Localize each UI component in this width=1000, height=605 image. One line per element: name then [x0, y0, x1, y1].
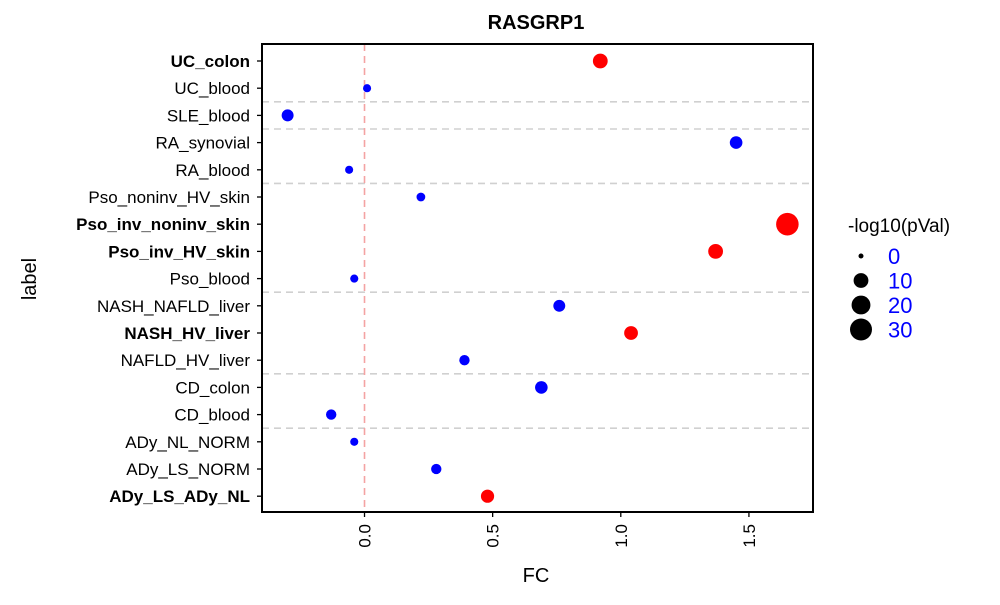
- legend-key-dot: [850, 318, 872, 341]
- y-tick-label: SLE_blood: [167, 106, 250, 125]
- data-point: [431, 463, 442, 475]
- data-point: [363, 84, 372, 93]
- data-point: [350, 437, 359, 446]
- y-tick-label: RA_synovial: [156, 134, 251, 153]
- data-point: [729, 136, 743, 149]
- legend-title: -log10(pVal): [848, 216, 950, 237]
- y-tick-label: RA_blood: [175, 161, 250, 180]
- y-tick-label: NASH_NAFLD_liver: [97, 297, 250, 316]
- y-tick-label: ADy_LS_NORM: [126, 460, 250, 479]
- x-tick-label: 0.0: [356, 524, 375, 548]
- y-tick-label: Pso_noninv_HV_skin: [88, 188, 250, 207]
- data-point: [553, 299, 566, 312]
- legend-key-label: 30: [888, 318, 912, 343]
- data-point: [350, 274, 359, 283]
- x-tick-label: 1.5: [740, 524, 759, 548]
- plot-panel-background: [262, 44, 813, 512]
- y-tick-label: UC_colon: [171, 52, 250, 71]
- y-tick-label: Pso_inv_HV_skin: [108, 242, 250, 261]
- data-point: [281, 109, 294, 122]
- data-point: [416, 192, 426, 202]
- legend-key-label: 0: [888, 244, 900, 269]
- y-tick-label: ADy_NL_NORM: [125, 433, 250, 452]
- x-tick-label: 0.5: [484, 524, 503, 548]
- legend-key-dot: [858, 253, 864, 259]
- y-tick-label: NAFLD_HV_liver: [121, 351, 251, 370]
- x-axis-label: FC: [523, 565, 550, 587]
- y-tick-label: CD_colon: [175, 378, 250, 397]
- y-tick-label: Pso_inv_noninv_skin: [76, 215, 250, 234]
- data-point: [459, 355, 470, 366]
- y-tick-label: UC_blood: [174, 79, 250, 98]
- y-tick-label: ADy_LS_ADy_NL: [109, 487, 250, 506]
- legend-key-dot: [853, 273, 869, 288]
- x-tick-label: 1.0: [612, 524, 631, 548]
- data-point: [592, 53, 608, 69]
- data-point: [708, 243, 724, 259]
- legend-key-dot: [851, 295, 871, 315]
- data-point: [326, 409, 337, 420]
- data-point: [535, 381, 548, 394]
- y-tick-label: NASH_HV_liver: [124, 324, 250, 343]
- data-point: [776, 212, 799, 236]
- y-axis-label: label: [19, 258, 41, 300]
- legend-key-label: 10: [888, 269, 912, 294]
- chart-title: RASGRP1: [488, 12, 585, 34]
- plot-area: UC_colon UC_blood SLE_blood RA_synovial RA_b…: [76, 43, 814, 548]
- plot-panel-border: [261, 43, 814, 513]
- data-point: [624, 326, 638, 340]
- data-point: [345, 165, 354, 174]
- data-point: [480, 489, 495, 503]
- y-tick-label: Pso_blood: [170, 270, 250, 289]
- y-tick-label: CD_blood: [174, 406, 250, 425]
- legend-key-label: 20: [888, 293, 912, 318]
